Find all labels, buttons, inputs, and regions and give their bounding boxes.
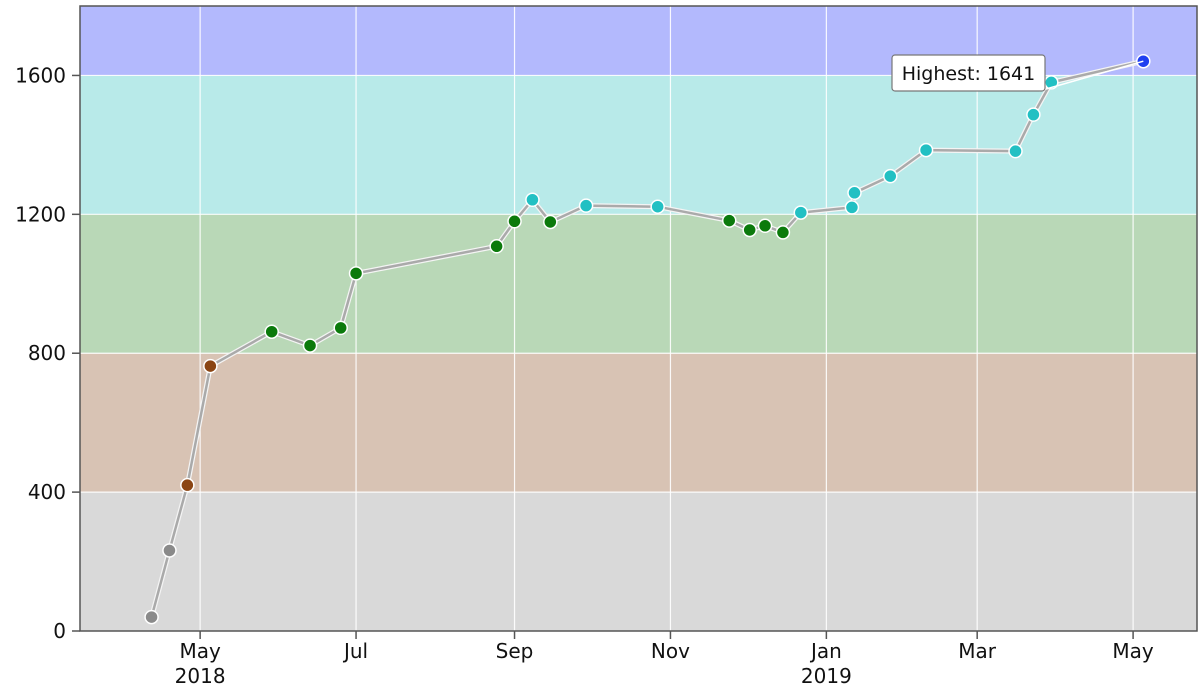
data-point[interactable]	[162, 543, 177, 558]
x-tick-label: Jan	[809, 639, 842, 663]
data-point[interactable]	[348, 266, 364, 281]
data-point[interactable]	[918, 142, 934, 158]
y-tick-label: 1600	[15, 63, 66, 87]
callout-leader-line	[1038, 60, 1144, 92]
data-point[interactable]	[578, 198, 594, 213]
data-point[interactable]	[264, 324, 279, 339]
callout-label: Highest: 1641	[902, 63, 1036, 85]
rating-band-1	[80, 353, 1197, 493]
x-tick-label: Jul	[342, 639, 368, 663]
data-point[interactable]	[757, 218, 773, 234]
data-point[interactable]	[203, 358, 218, 374]
data-point[interactable]	[507, 214, 522, 229]
data-point[interactable]	[650, 199, 665, 214]
x-tick-label: Nov	[651, 639, 690, 663]
x-tick-label: May	[179, 639, 221, 663]
gridlines	[80, 6, 1197, 631]
data-point[interactable]	[525, 192, 540, 207]
highest-annotation: Highest: 1641	[891, 54, 1144, 92]
callout-box	[891, 54, 1046, 92]
data-point[interactable]	[775, 225, 791, 240]
rating-series	[144, 53, 1151, 625]
data-point[interactable]	[1136, 53, 1151, 69]
y-tick-label: 800	[28, 341, 66, 365]
plot-frame	[79, 5, 1198, 632]
x-tick-label: May	[1112, 639, 1154, 663]
data-point[interactable]	[883, 168, 898, 184]
y-tick-label: 400	[28, 480, 66, 504]
data-point[interactable]	[844, 200, 860, 215]
data-point[interactable]	[721, 213, 737, 228]
y-tick-label: 1200	[15, 202, 66, 226]
data-point[interactable]	[1008, 143, 1023, 159]
data-point[interactable]	[144, 609, 159, 625]
data-point[interactable]	[302, 338, 318, 353]
data-point[interactable]	[333, 320, 348, 336]
data-point[interactable]	[543, 214, 558, 230]
rating-band-3	[80, 75, 1197, 215]
data-point[interactable]	[847, 185, 862, 201]
y-tick-label: 0	[53, 619, 66, 643]
x-tick-label: Mar	[958, 639, 997, 663]
x-tick-label: Sep	[496, 639, 534, 663]
x-tick-year-label: 2018	[175, 664, 226, 688]
x-tick-year-label: 2019	[801, 664, 852, 688]
data-point[interactable]	[489, 239, 504, 254]
y-axis-ticks: 0 400 800 1200 1600	[15, 63, 80, 643]
data-point[interactable]	[742, 222, 757, 238]
rating-band-0	[80, 492, 1197, 631]
data-point[interactable]	[793, 205, 809, 220]
data-point[interactable]	[180, 477, 195, 493]
data-point[interactable]	[1026, 107, 1041, 122]
rating-band-2	[80, 214, 1197, 354]
rating-bands	[80, 6, 1197, 631]
